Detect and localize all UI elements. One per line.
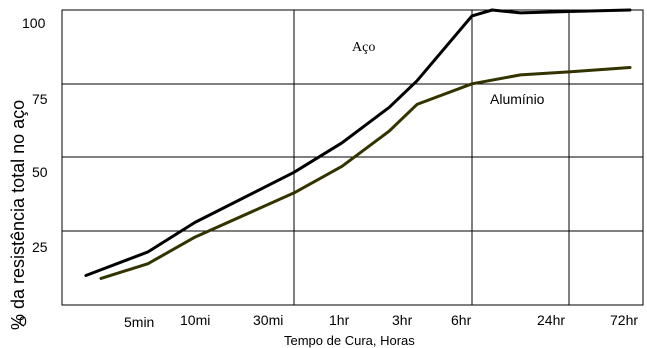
- series-label-aco: Aço: [352, 40, 375, 55]
- x-tick-label: 3hr: [392, 312, 413, 328]
- x-tick-label: 72hr: [610, 312, 638, 328]
- series-line-aco: [84, 8, 632, 277]
- x-tick-label: 10mi: [180, 312, 210, 328]
- x-tick-label: 24hr: [537, 312, 565, 328]
- y-tick-label: 100: [22, 15, 46, 31]
- x-tick-label: 30mi: [253, 312, 283, 328]
- x-axis-title: Tempo de Cura, Horas: [284, 333, 415, 348]
- plot-grid: [61, 9, 644, 306]
- y-tick-label: 75: [32, 91, 48, 107]
- x-tick-label: 1hr: [329, 312, 350, 328]
- y-tick-label: 0: [19, 313, 27, 329]
- x-tick-label: 5min: [124, 314, 154, 330]
- y-axis-title: % da resistência total no aço: [8, 100, 28, 330]
- y-tick-label: 50: [32, 164, 48, 180]
- series-line-aluminio: [99, 66, 632, 280]
- series-layer: [84, 8, 632, 280]
- y-tick-label: 25: [32, 239, 48, 255]
- series-label-aluminio: Alumínio: [490, 91, 545, 107]
- x-tick-label: 6hr: [451, 312, 472, 328]
